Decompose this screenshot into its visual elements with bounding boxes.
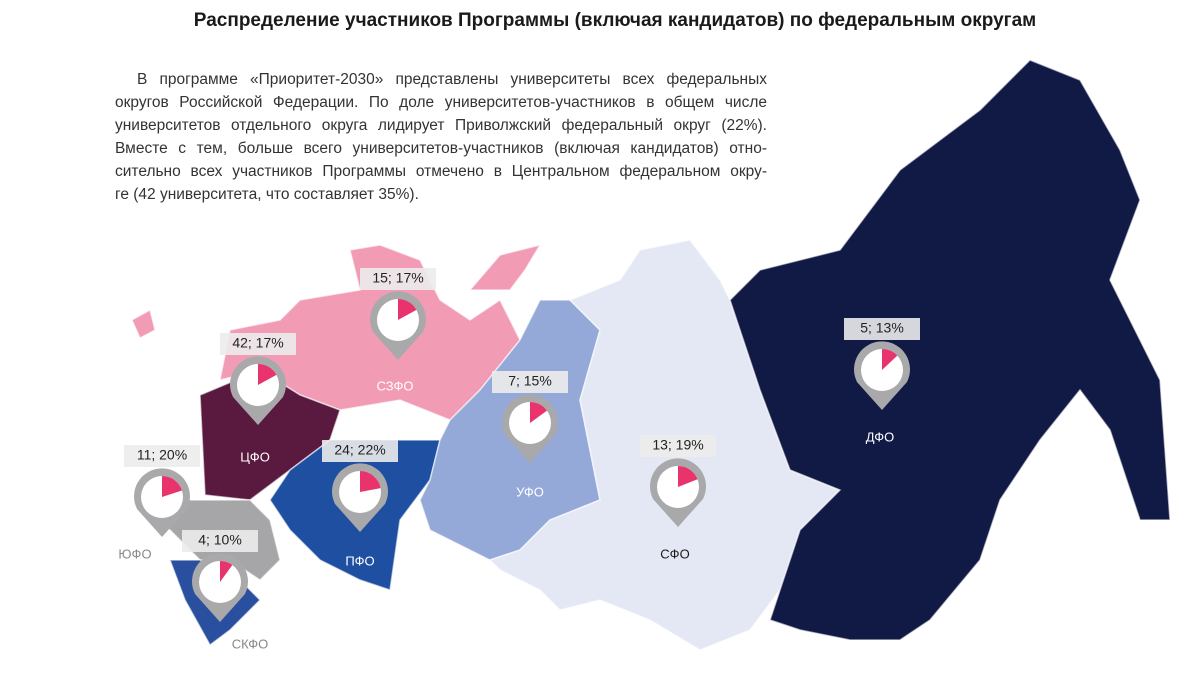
pie-slice — [162, 476, 182, 497]
value-label: 11; 20% — [137, 447, 187, 463]
value-label: 5; 13% — [860, 320, 904, 336]
region-szfo-north — [468, 243, 542, 291]
pie-slice — [220, 561, 233, 582]
pie-slice — [530, 402, 547, 423]
value-label: 13; 19% — [652, 437, 703, 453]
district-name: СКФО — [232, 636, 269, 651]
district-name: СФО — [660, 546, 689, 561]
pie-slice — [882, 349, 898, 370]
label-box — [322, 440, 398, 462]
pie-slice — [678, 466, 698, 487]
paragraph-line: Вместе с тем, больше всего университетов… — [115, 140, 767, 157]
district-name: УФО — [516, 484, 544, 499]
district-name: ЮФО — [118, 546, 151, 561]
label-box — [492, 371, 568, 393]
value-label: 42; 17% — [232, 335, 283, 351]
paragraph-line: университетов отдельного округа лидирует… — [115, 117, 767, 134]
paragraph-line: сительно всех участников Программы отмеч… — [115, 163, 767, 180]
paragraph-line: В программе «Приоритет-2030» представлен… — [137, 71, 767, 88]
pie-slice — [360, 471, 381, 492]
district-name: ПФО — [345, 553, 374, 568]
value-label: 7; 15% — [508, 373, 552, 389]
pie-slice — [398, 299, 417, 320]
label-box — [844, 318, 920, 340]
value-label: 24; 22% — [334, 442, 385, 458]
region-kaliningrad — [131, 308, 156, 340]
label-box — [360, 268, 436, 290]
value-label: 15; 17% — [372, 270, 423, 286]
paragraph: В программе «Приоритет-2030» представлен… — [115, 68, 767, 206]
district-name: СЗФО — [377, 378, 414, 393]
value-label: 4; 10% — [198, 532, 242, 548]
pie-slice — [258, 364, 277, 385]
label-box — [182, 530, 258, 552]
district-name: ДФО — [866, 429, 895, 444]
title: Распределение участников Программы (вклю… — [193, 10, 1037, 31]
district-name: ЦФО — [240, 449, 270, 464]
label-box — [220, 333, 296, 355]
region-dfo — [729, 59, 1171, 641]
label-box — [640, 435, 716, 457]
paragraph-line: ге (42 университета, что составляет 35%)… — [115, 186, 419, 203]
label-box — [124, 445, 200, 467]
paragraph-line: округов Российской Федерации. По доле ун… — [115, 94, 767, 111]
